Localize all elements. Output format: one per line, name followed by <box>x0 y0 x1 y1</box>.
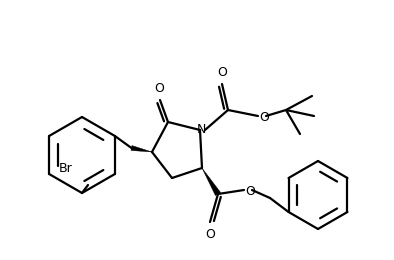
Text: O: O <box>154 82 164 95</box>
Text: Br: Br <box>58 162 72 175</box>
Text: O: O <box>217 66 227 79</box>
Text: O: O <box>259 110 269 124</box>
Text: O: O <box>245 185 255 198</box>
Polygon shape <box>131 146 152 152</box>
Text: O: O <box>205 228 215 241</box>
Text: N: N <box>196 122 206 135</box>
Polygon shape <box>202 168 221 196</box>
